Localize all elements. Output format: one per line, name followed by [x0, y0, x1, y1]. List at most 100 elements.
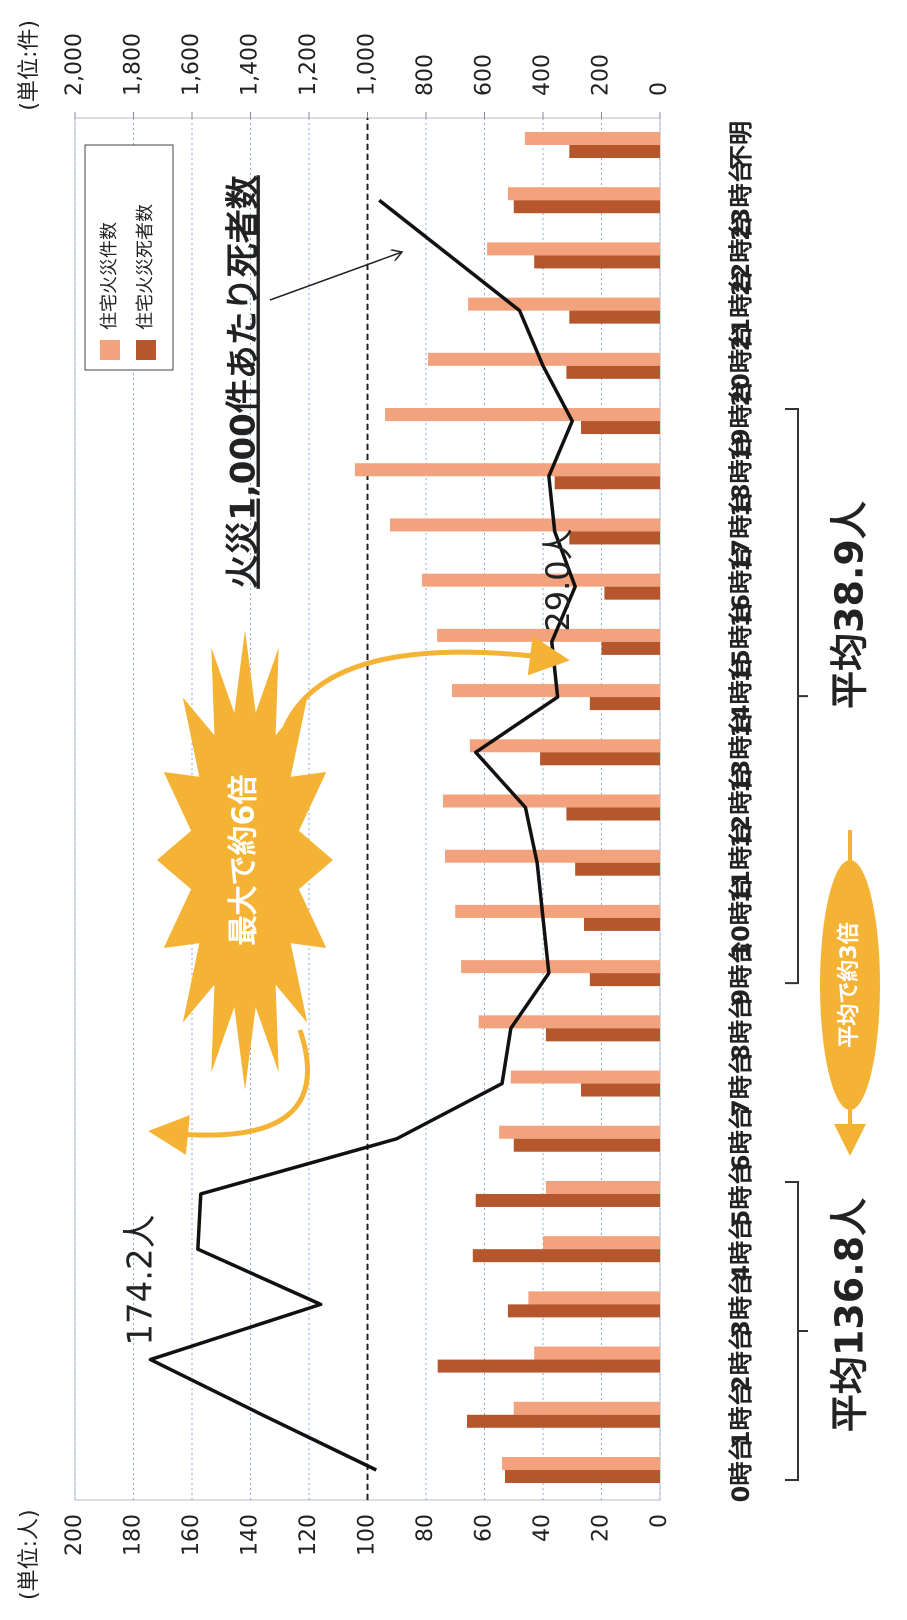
- bar: [421, 573, 660, 587]
- x-tick-label: 8時台: [727, 996, 755, 1061]
- y-tick-label: 200: [62, 1514, 87, 1556]
- bar: [545, 1180, 660, 1194]
- x-tick-label: 5時台: [727, 1162, 755, 1227]
- bar: [445, 849, 661, 863]
- x-tick-label: 22時台: [727, 215, 755, 296]
- bar: [469, 739, 660, 753]
- bar: [540, 752, 661, 766]
- bar: [545, 1028, 660, 1042]
- bar: [354, 463, 660, 477]
- y2-tick-label: 0: [647, 82, 672, 96]
- bracket: [785, 1180, 808, 1481]
- bar: [566, 365, 661, 379]
- legend-label: 住宅火災死者数: [135, 204, 156, 330]
- ratio-oval: [820, 860, 880, 1110]
- y2-tick-label: 800: [413, 54, 438, 96]
- x-tick-label: 13時台: [727, 712, 755, 793]
- y2-tick-label: 600: [472, 54, 497, 96]
- bar: [475, 1193, 660, 1207]
- bar: [524, 132, 660, 145]
- curve-arrow: [148, 1029, 311, 1155]
- bar: [428, 352, 660, 366]
- x-tick-label: 19時台: [727, 380, 755, 461]
- x-tick-label: 23時台: [727, 160, 755, 241]
- bar: [478, 1015, 660, 1029]
- x-tick-label: 21時台: [727, 270, 755, 351]
- y-tick-label: 60: [472, 1514, 497, 1542]
- bar: [575, 862, 660, 876]
- bar: [601, 641, 660, 655]
- y-tick-label: 100: [355, 1514, 380, 1556]
- x-tick-label: 18時台: [727, 436, 755, 517]
- bar: [581, 421, 661, 435]
- bar: [502, 1457, 660, 1470]
- x-tick-label: 不明: [727, 121, 755, 169]
- ratio-avg: 平均で約3倍: [836, 922, 862, 1047]
- bar: [513, 1138, 660, 1152]
- min-label: 29.0人: [539, 528, 577, 631]
- bar: [581, 1083, 661, 1097]
- y-tick-label: 120: [296, 1514, 321, 1556]
- bar: [385, 408, 660, 422]
- bracket: [785, 408, 808, 985]
- x-tick-label: 12時台: [727, 767, 755, 848]
- bar: [569, 145, 661, 158]
- y-tick-label: 20: [589, 1514, 614, 1542]
- bar: [513, 200, 660, 214]
- bar: [461, 960, 660, 974]
- x-tick-label: 17時台: [727, 491, 755, 572]
- bar: [589, 973, 660, 987]
- bar: [528, 1291, 660, 1305]
- bar: [437, 628, 660, 642]
- x-tick-label: 4時台: [727, 1217, 755, 1282]
- y2-tick-label: 1,400: [238, 33, 263, 96]
- x-tick-label: 3時台: [727, 1272, 755, 1337]
- y2-tick-label: 200: [589, 54, 614, 96]
- bar: [499, 1125, 660, 1139]
- bar: [437, 1359, 661, 1373]
- x-tick-label: 0時台: [727, 1438, 755, 1503]
- bar: [569, 531, 661, 545]
- y2-tick-label: 2,000: [62, 33, 87, 96]
- x-tick-label: 2時台: [727, 1327, 755, 1392]
- bar: [487, 242, 660, 256]
- x-tick-label: 16時台: [727, 546, 755, 627]
- bar: [507, 1304, 660, 1318]
- peak-label: 174.2人: [121, 1214, 161, 1345]
- y-unit: (単位:人): [17, 1509, 42, 1600]
- bar: [589, 697, 660, 711]
- x-tick-label: 7時台: [727, 1051, 755, 1116]
- avg-night: 平均136.8人: [828, 1198, 872, 1432]
- bar: [534, 1346, 660, 1360]
- x-tick-label: 1時台: [727, 1382, 755, 1447]
- bar: [468, 297, 660, 311]
- legend-label: 住宅火災件数: [99, 222, 120, 330]
- y-tick-label: 0: [647, 1514, 672, 1528]
- y2-tick-label: 1,800: [121, 33, 146, 96]
- curve-arrow: [279, 635, 570, 736]
- x-tick-label: 11時台: [727, 822, 755, 903]
- y-tick-label: 140: [238, 1514, 263, 1556]
- starburst: [157, 630, 333, 1090]
- legend-swatch: [100, 340, 120, 360]
- bar: [566, 807, 661, 821]
- x-tick-label: 10時台: [727, 877, 755, 958]
- y2-unit: (単位:件): [17, 20, 42, 111]
- y2-tick-label: 400: [530, 54, 555, 96]
- line: [148, 198, 577, 1472]
- legend-box: [84, 144, 174, 371]
- bar: [543, 1236, 660, 1250]
- x-tick-label: 9時台: [727, 941, 755, 1006]
- bar: [504, 1470, 660, 1483]
- bar: [569, 310, 661, 324]
- legend: 住宅火災件数 住宅火災死者数: [84, 144, 174, 371]
- y2-tick-label: 1,200: [296, 33, 321, 96]
- bar: [583, 917, 661, 931]
- title-arrow: [269, 252, 402, 301]
- y-tick-label: 40: [530, 1514, 555, 1542]
- ratio-max: 最大で約6倍: [227, 775, 262, 946]
- bar: [472, 1249, 660, 1263]
- legend-swatch: [136, 340, 156, 360]
